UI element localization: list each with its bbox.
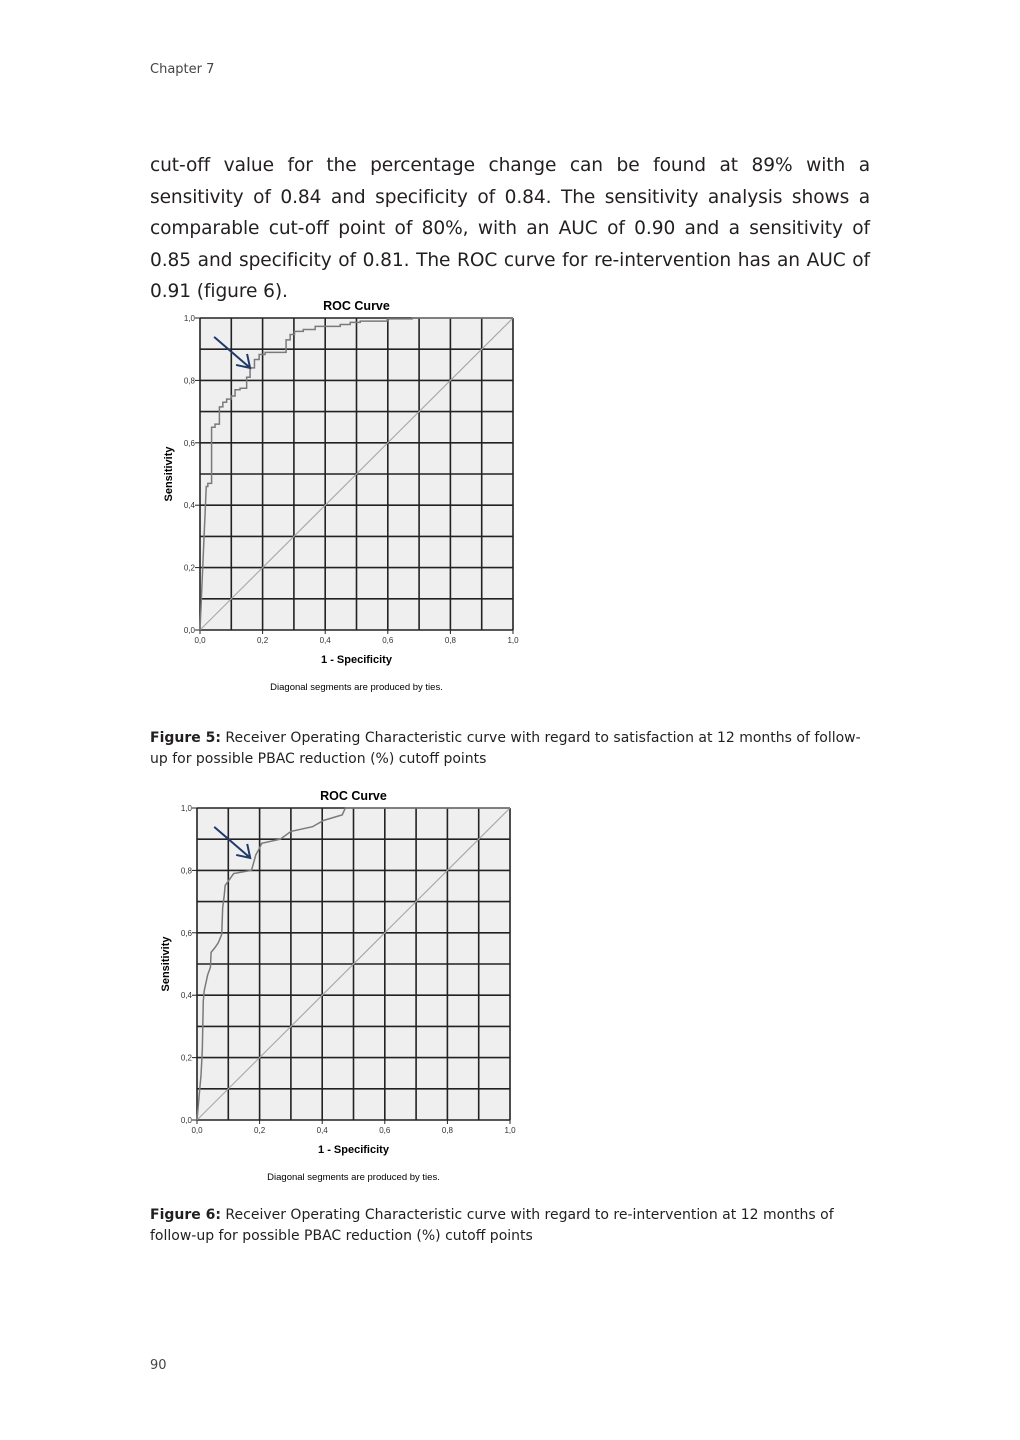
x-tick-label: 0,4 xyxy=(317,1126,329,1135)
x-axis-label: 1 - Specificity xyxy=(321,654,393,666)
cutoff-arrowhead-icon xyxy=(236,843,252,860)
chart-title: ROC Curve xyxy=(323,299,390,313)
x-tick-label: 0,8 xyxy=(442,1126,454,1135)
x-tick-label: 0,8 xyxy=(445,636,457,645)
x-tick-label: 0,0 xyxy=(191,1126,203,1135)
x-tick-label: 0,6 xyxy=(382,636,394,645)
figure-6-caption-text: Receiver Operating Characteristic curve … xyxy=(150,1207,834,1244)
y-tick-label: 0,8 xyxy=(184,376,196,385)
cutoff-arrow-icon xyxy=(213,336,251,369)
x-tick-label: 1,0 xyxy=(504,1126,516,1135)
figure-5-caption: Figure 5: Receiver Operating Characteris… xyxy=(150,728,875,770)
x-tick-label: 0,0 xyxy=(194,636,206,645)
y-tick-label: 0,2 xyxy=(181,1054,193,1063)
y-axis-label: Sensitivity xyxy=(160,936,172,992)
chart-note: Diagonal segments are produced by ties. xyxy=(270,682,443,693)
reference-diagonal-line xyxy=(199,317,514,631)
figure-6-caption: Figure 6: Receiver Operating Characteris… xyxy=(150,1205,875,1247)
figure-5-caption-text: Receiver Operating Characteristic curve … xyxy=(150,730,861,767)
x-tick-label: 0,6 xyxy=(379,1126,391,1135)
figure-6-label: Figure 6: xyxy=(150,1207,221,1223)
y-tick-label: 0,4 xyxy=(181,991,193,1000)
x-tick-label: 0,2 xyxy=(254,1126,266,1135)
y-tick-label: 0,4 xyxy=(184,501,196,510)
chart-note: Diagonal segments are produced by ties. xyxy=(267,1172,440,1183)
y-tick-label: 0,6 xyxy=(184,439,196,448)
reference-diagonal-line xyxy=(196,807,511,1121)
y-tick-label: 1,0 xyxy=(184,314,196,323)
roc-chart-figure-5: ROC Curve 0,0 0,2 0,4 0,6 0,8 1,0 0,0 0,2 0,4 0,6 0… xyxy=(163,299,519,693)
running-header: Chapter 7 xyxy=(150,62,215,77)
y-tick-label: 1,0 xyxy=(181,804,193,813)
cutoff-arrowhead-icon xyxy=(235,353,252,370)
y-tick-label: 0,0 xyxy=(181,1116,193,1125)
y-tick-label: 0,0 xyxy=(184,626,196,635)
figure-5-label: Figure 5: xyxy=(150,730,221,746)
y-tick-label: 0,2 xyxy=(184,564,196,573)
y-tick-label: 0,6 xyxy=(181,929,193,938)
x-tick-label: 1,0 xyxy=(507,636,519,645)
page-number: 90 xyxy=(150,1358,167,1373)
body-paragraph: cut-off value for the percentage change … xyxy=(150,155,870,302)
x-axis-label: 1 - Specificity xyxy=(318,1144,390,1156)
roc-chart-figure-6: ROC Curve 0,0 0,2 0,4 0,6 0,8 1,0 0,0 0,2 0,4 0,6 0… xyxy=(160,789,516,1183)
roc-curve-line xyxy=(196,807,510,1121)
y-axis-label: Sensitivity xyxy=(163,446,175,502)
chart-title: ROC Curve xyxy=(320,789,387,803)
x-tick-label: 0,4 xyxy=(320,636,332,645)
x-tick-label: 0,2 xyxy=(257,636,269,645)
y-tick-label: 0,8 xyxy=(181,866,193,875)
cutoff-arrow-icon xyxy=(213,826,251,859)
roc-curve-line xyxy=(199,317,513,631)
